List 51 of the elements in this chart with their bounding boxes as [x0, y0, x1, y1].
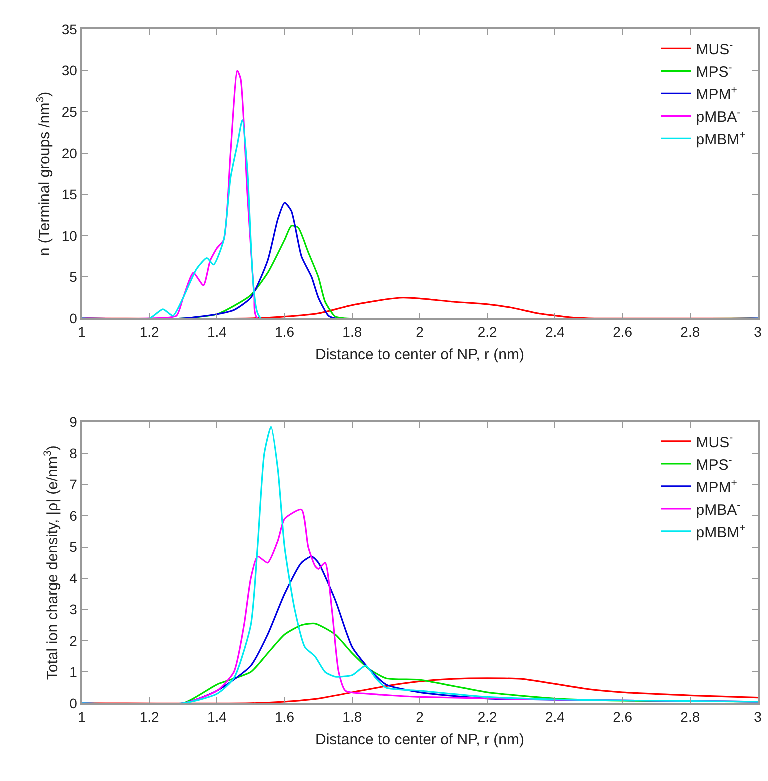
x-tick-label: 2.4 — [545, 709, 566, 726]
x-tick-label: 1.2 — [140, 709, 160, 726]
y-tick-label: 10 — [62, 228, 78, 244]
legend-label: MUS$^{-}$ — [696, 39, 734, 59]
x-tick-label: 1.6 — [275, 324, 295, 340]
y-tick-label: 1 — [70, 664, 78, 680]
legend-label: MPS$^{-}$ — [696, 62, 733, 82]
x-axis-title: Distance to center of NP, r (nm) — [316, 346, 524, 364]
legend-label: pMBM$^{+}$ — [696, 522, 746, 542]
x-tick-label: 1.8 — [342, 324, 362, 340]
legend-label: MPS$^{-}$ — [696, 454, 733, 474]
x-tick-label: 3 — [754, 324, 762, 340]
x-tick-label: 1.6 — [275, 709, 295, 726]
y-tick-label: 30 — [62, 62, 78, 79]
y-tick-label: 8 — [70, 445, 78, 462]
legend-label: pMBM$^{+}$ — [696, 129, 746, 149]
legend-label: pMBA$^{-}$ — [696, 106, 742, 126]
y-tick-label: 0 — [70, 695, 78, 712]
x-tick-label: 2.8 — [680, 709, 700, 726]
x-tick-label: 2.2 — [478, 709, 498, 726]
y-tick-label: 35 — [62, 21, 78, 38]
legend-label: MPM$^{+}$ — [696, 476, 738, 496]
x-tick-label: 2.4 — [545, 324, 566, 340]
x-tick-label: 2 — [416, 709, 424, 726]
y-tick-label: 9 — [70, 414, 78, 430]
x-tick-label: 3 — [754, 709, 762, 726]
x-tick-label: 2.2 — [478, 324, 498, 340]
line-series — [82, 426, 758, 704]
y-tick-label: 20 — [62, 145, 78, 162]
y-tick-label: 3 — [70, 602, 78, 618]
y-tick-label: 7 — [70, 476, 78, 493]
x-tick-label: 1.4 — [207, 324, 228, 340]
y-tick-label: 6 — [70, 508, 78, 524]
x-tick-label: 2 — [416, 324, 424, 340]
legend-label: MPM$^{+}$ — [696, 84, 738, 104]
x-axis-title: Distance to center of NP, r (nm) — [316, 732, 524, 749]
legend-label: MUS$^{-}$ — [696, 432, 734, 452]
y-tick-label: 5 — [70, 269, 78, 286]
legend-label: pMBA$^{-}$ — [696, 499, 742, 519]
y-tick-label: 15 — [62, 186, 78, 203]
y-tick-label: 25 — [62, 104, 78, 120]
x-tick-label: 1.4 — [207, 709, 228, 726]
x-tick-label: 2.6 — [613, 709, 633, 726]
y-tick-label: 2 — [70, 632, 78, 649]
y-tick-label: 4 — [70, 570, 78, 586]
x-tick-label: 2.6 — [613, 324, 633, 340]
x-tick-label: 1.2 — [140, 324, 160, 340]
y-tick-label: 5 — [70, 539, 78, 556]
x-tick-label: 1.8 — [342, 709, 362, 726]
y-tick-label: 0 — [70, 310, 78, 326]
x-tick-label: 2.8 — [680, 324, 700, 340]
